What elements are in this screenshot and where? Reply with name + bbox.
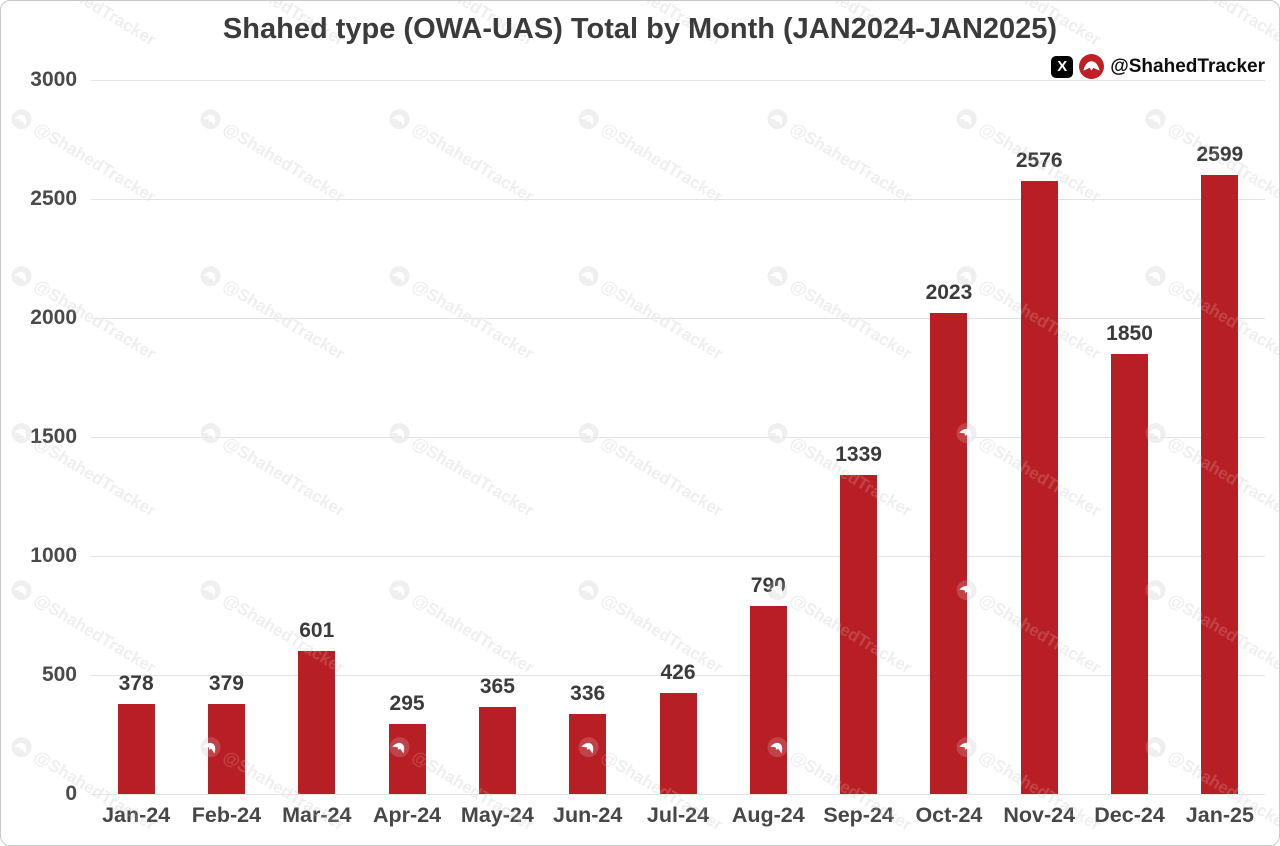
y-tick-label: 1000 <box>30 544 77 567</box>
bar-Mar-24 <box>298 650 336 794</box>
bar-Apr-24 <box>388 723 426 794</box>
x-tick-label: Nov-24 <box>1003 803 1076 827</box>
bar-value-label: 2599 <box>1196 143 1244 167</box>
bar-Oct-24 <box>930 312 968 794</box>
y-tick-label: 1500 <box>30 425 77 448</box>
plot-area: 0 500 1000 1500 2000 2500 3000 378 Jan-24 379 Feb-… <box>30 68 1265 827</box>
bar-value-label: 1850 <box>1106 321 1153 345</box>
bar-Sep-24 <box>840 475 878 794</box>
gridline <box>91 198 1265 200</box>
bar-value-label: 2576 <box>1015 148 1063 172</box>
credit-handle: @ShahedTracker <box>1110 55 1265 77</box>
x-tick-label: Jan-24 <box>102 803 171 827</box>
credit-badge: X @ShahedTracker <box>1051 54 1265 79</box>
bar-value-label: 295 <box>389 691 425 715</box>
chart-title: Shahed type (OWA-UAS) Total by Month (JA… <box>222 13 1058 45</box>
bar-Jan-25 <box>1201 175 1239 794</box>
x-tick-label: Oct-24 <box>915 803 983 827</box>
gridline <box>91 674 1265 676</box>
x-tick-label: Sep-24 <box>823 803 894 827</box>
y-tick-label: 3000 <box>30 68 77 91</box>
bar-Jul-24 <box>659 692 697 794</box>
bar-May-24 <box>478 707 516 794</box>
x-tick-label: May-24 <box>460 803 534 827</box>
bar-value-label: 426 <box>660 660 696 684</box>
y-tick-label: 500 <box>41 663 77 686</box>
x-tick-label: Aug-24 <box>731 803 805 827</box>
gridline <box>91 436 1265 438</box>
gridline <box>91 555 1265 557</box>
bar-value-label: 790 <box>750 573 786 597</box>
x-twitter-icon: X <box>1051 55 1074 78</box>
x-tick-label: Apr-24 <box>373 803 442 827</box>
x-tick-label: Jun-24 <box>553 803 623 827</box>
bar-value-label: 365 <box>479 675 515 699</box>
bar-value-label: 2023 <box>925 280 973 304</box>
bar-Aug-24 <box>749 605 787 794</box>
bar-Nov-24 <box>1020 180 1058 794</box>
gridline <box>91 317 1265 319</box>
y-tick-label: 2500 <box>30 187 77 210</box>
bar-Jun-24 <box>569 714 607 794</box>
bar-value-label: 378 <box>118 672 154 696</box>
y-tick-label: 2000 <box>30 306 77 329</box>
gridline <box>91 79 1265 81</box>
bar-Dec-24 <box>1111 353 1149 794</box>
gridline <box>91 793 1265 795</box>
x-tick-label: Jul-24 <box>646 803 710 827</box>
bar-Feb-24 <box>207 703 245 794</box>
bar-value-label: 379 <box>208 671 244 695</box>
bar-Jan-24 <box>117 704 155 794</box>
y-tick-label: 0 <box>65 782 77 805</box>
bar-value-label: 336 <box>570 682 606 706</box>
shahedtracker-logo-icon <box>1079 54 1105 79</box>
bar-value-label: 1339 <box>835 443 882 467</box>
x-tick-label: Dec-24 <box>1094 803 1165 827</box>
x-tick-label: Feb-24 <box>191 803 262 827</box>
bar-value-label: 601 <box>299 618 335 642</box>
x-tick-label: Jan-25 <box>1185 803 1254 827</box>
x-tick-label: Mar-24 <box>282 803 352 827</box>
